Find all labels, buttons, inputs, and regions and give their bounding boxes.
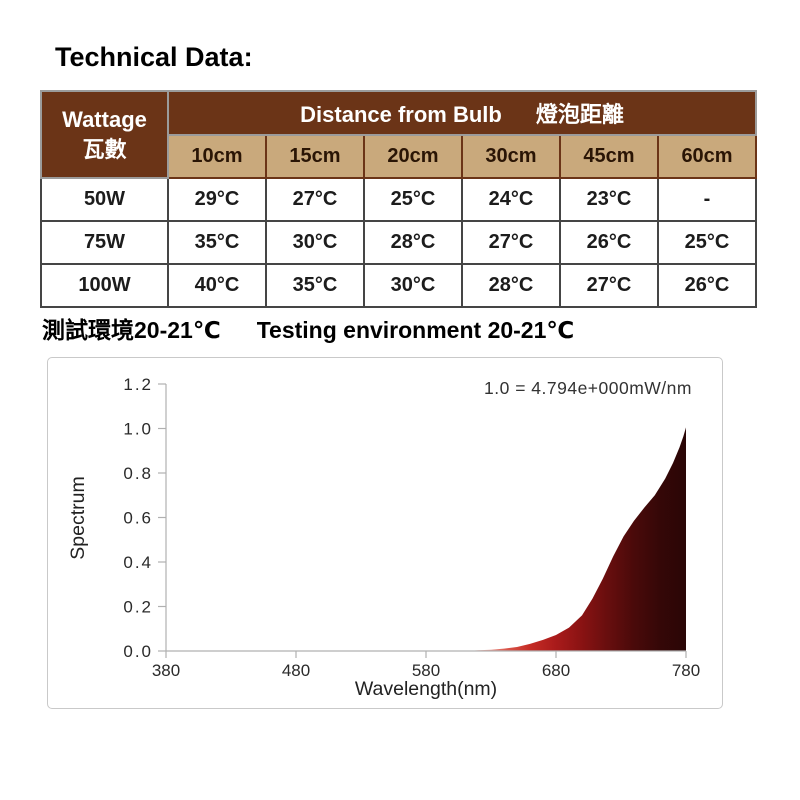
wattage-75w: 75W xyxy=(40,220,169,265)
temp-cell: 30°C xyxy=(363,263,463,308)
wattage-50w: 50W xyxy=(40,177,169,222)
x-tick-label: 480 xyxy=(282,661,310,680)
distance-header-en: Distance from Bulb xyxy=(300,102,502,127)
wattage-label-zh: 瓦數 xyxy=(82,136,127,162)
temp-cell: 40°C xyxy=(167,263,267,308)
wattage-corner-cell: Wattage 瓦數 xyxy=(40,90,169,179)
x-axis-title: Wavelength(nm) xyxy=(355,678,497,700)
col-header-15cm: 15cm xyxy=(265,135,365,179)
y-tick-label: 1.2 xyxy=(123,375,153,394)
temp-cell: 25°C xyxy=(363,177,463,222)
temp-cell: 35°C xyxy=(265,263,365,308)
spectrum-chart-svg: 0.0 0.2 0.4 0.6 0.8 1.0 1.2 380 480 580 680 780 Spec… xyxy=(67,375,700,700)
temp-cell: 28°C xyxy=(461,263,561,308)
technical-data-table: Wattage 瓦數 Distance from Bulb 燈泡距離 10cm 1… xyxy=(40,90,758,308)
table-row: 50W 29°C 27°C 25°C 24°C 23°C - xyxy=(40,177,758,222)
col-header-30cm: 30cm xyxy=(461,135,561,179)
table-row: 100W 40°C 35°C 30°C 28°C 27°C 26°C xyxy=(40,263,758,308)
temp-cell: 27°C xyxy=(461,220,561,265)
temp-cell: 27°C xyxy=(265,177,365,222)
temp-cell: 30°C xyxy=(265,220,365,265)
wattage-label-en: Wattage xyxy=(62,106,147,132)
x-tick-label: 780 xyxy=(672,661,700,680)
distance-header-zh: 燈泡距離 xyxy=(535,102,624,127)
distance-subheader-row: 10cm 15cm 20cm 30cm 45cm 60cm xyxy=(41,135,758,179)
temp-cell: 29°C xyxy=(167,177,267,222)
spectrum-area xyxy=(467,427,686,651)
y-tick-label: 0.0 xyxy=(123,642,153,661)
x-tick-label: 680 xyxy=(542,661,570,680)
testing-environment-note: 測試環境20-21℃ Testing environment 20-21℃ xyxy=(42,311,574,345)
col-header-10cm: 10cm xyxy=(167,135,267,179)
table-header-row: Wattage 瓦數 Distance from Bulb 燈泡距離 xyxy=(40,90,758,179)
temp-cell: 24°C xyxy=(461,177,561,222)
x-tick-label: 380 xyxy=(152,661,180,680)
temp-cell: 25°C xyxy=(656,220,758,265)
table-row: 75W 35°C 30°C 28°C 27°C 26°C 25°C xyxy=(40,220,758,265)
temp-cell: 35°C xyxy=(167,220,267,265)
note-zh: 測試環境20-21℃ xyxy=(42,317,221,343)
temp-cell: - xyxy=(656,177,758,222)
wattage-100w: 100W xyxy=(40,263,169,308)
temp-cell: 23°C xyxy=(559,177,659,222)
col-header-45cm: 45cm xyxy=(559,135,659,179)
y-tick-label: 0.2 xyxy=(123,598,153,617)
normalization-annotation: 1.0 = 4.794e+000mW/nm xyxy=(484,378,692,398)
note-en: Testing environment 20-21℃ xyxy=(256,317,575,343)
col-header-20cm: 20cm xyxy=(363,135,463,179)
y-axis-title: Spectrum xyxy=(67,476,89,559)
x-tick-label: 580 xyxy=(412,661,440,680)
y-tick-label: 0.8 xyxy=(123,464,153,483)
temp-cell: 26°C xyxy=(656,263,758,308)
y-tick-label: 0.6 xyxy=(123,509,153,528)
page-title: Technical Data: xyxy=(55,42,253,72)
y-tick-label: 0.4 xyxy=(123,553,153,572)
temp-cell: 26°C xyxy=(559,220,659,265)
distance-header-cell: Distance from Bulb 燈泡距離 xyxy=(166,90,758,136)
y-tick-label: 1.0 xyxy=(123,420,153,439)
spectrum-chart: 0.0 0.2 0.4 0.6 0.8 1.0 1.2 380 480 580 680 780 Spec… xyxy=(47,357,723,709)
temp-cell: 28°C xyxy=(363,220,463,265)
col-header-60cm: 60cm xyxy=(656,135,758,179)
temp-cell: 27°C xyxy=(559,263,659,308)
